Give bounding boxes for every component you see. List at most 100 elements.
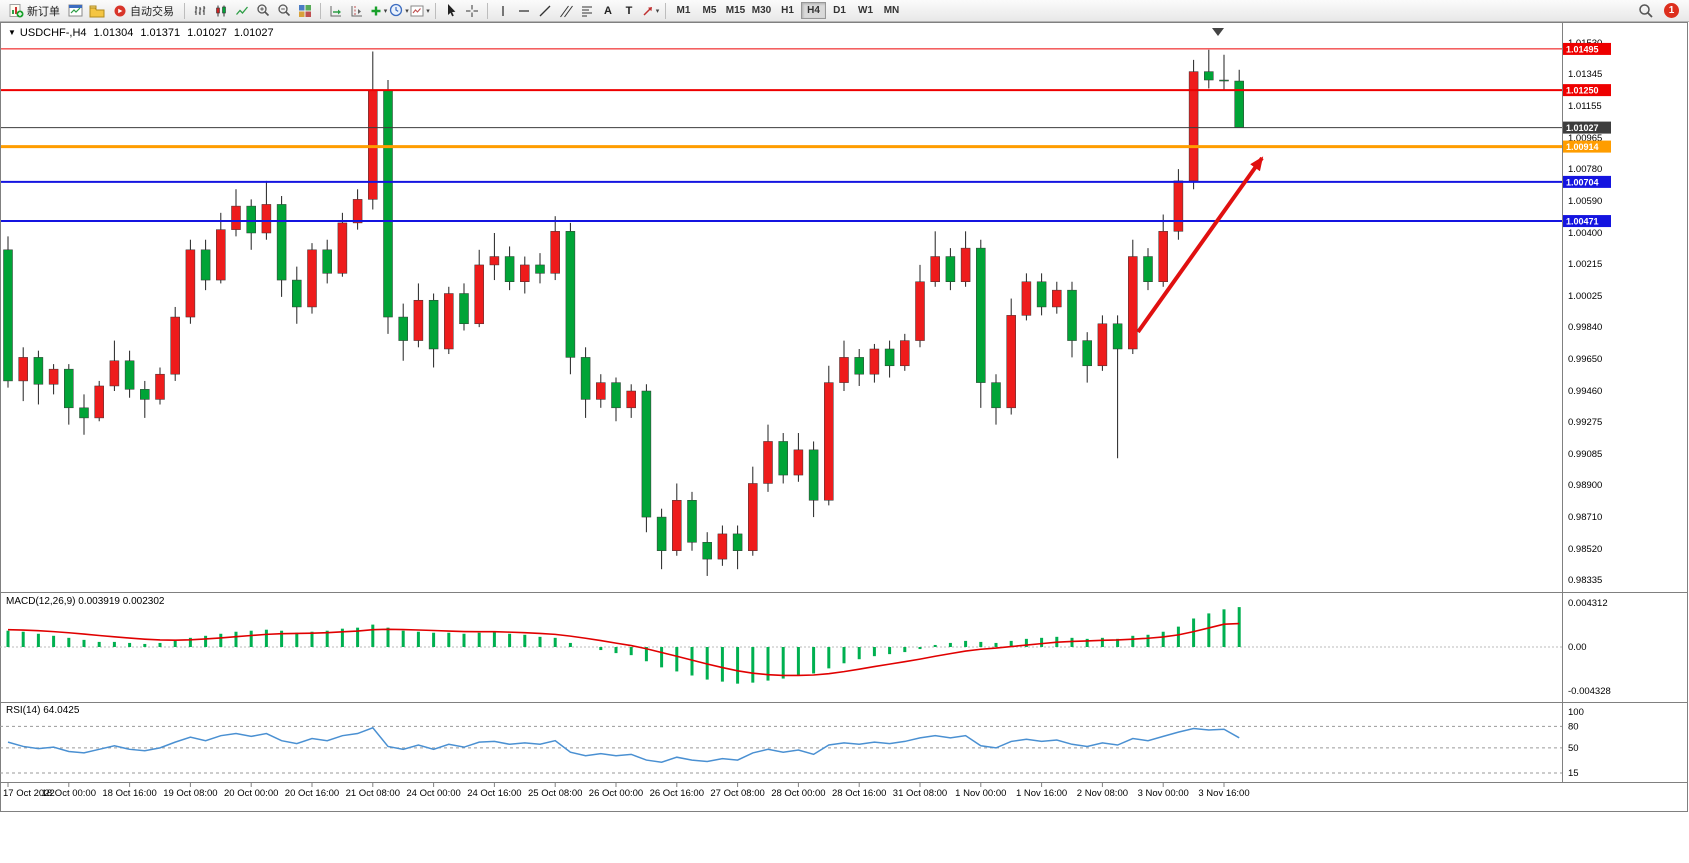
candle <box>216 229 226 281</box>
timeframe-button-d1[interactable]: D1 <box>827 2 852 19</box>
candle <box>808 449 819 501</box>
svg-text:26 Oct 16:00: 26 Oct 16:00 <box>650 788 704 799</box>
svg-text:0.99085: 0.99085 <box>1568 449 1602 460</box>
chart-menu-icon[interactable]: ▼ <box>8 28 16 37</box>
zoom-out-button[interactable] <box>274 1 294 21</box>
crosshair-button[interactable] <box>462 1 482 21</box>
price-badge <box>1563 121 1611 134</box>
svg-text:0.98520: 0.98520 <box>1568 544 1602 555</box>
candle <box>428 299 439 350</box>
svg-text:1.01495: 1.01495 <box>1566 44 1599 54</box>
label-tool-icon: T <box>625 4 633 17</box>
svg-text:1.00704: 1.00704 <box>1566 177 1599 187</box>
profiles-button[interactable] <box>87 1 107 21</box>
new-order-button[interactable]: 新订单 <box>4 1 65 21</box>
svg-text:26 Oct 00:00: 26 Oct 00:00 <box>589 788 643 799</box>
cursor-button[interactable] <box>441 1 461 21</box>
candle <box>155 373 165 400</box>
timeframe-button-h4[interactable]: H4 <box>801 2 826 19</box>
template-button[interactable]: ▾ <box>410 1 430 21</box>
autoscroll-icon <box>330 5 341 16</box>
timeframe-button-w1[interactable]: W1 <box>853 2 878 19</box>
tile-windows-button[interactable] <box>295 1 315 21</box>
add-indicator-icon <box>371 6 381 15</box>
search-button[interactable] <box>1636 1 1656 21</box>
candle <box>398 316 408 341</box>
svg-text:3 Nov 00:00: 3 Nov 00:00 <box>1138 788 1189 799</box>
candle <box>702 542 712 560</box>
trendline-tool[interactable] <box>535 1 555 21</box>
autoscroll-button[interactable] <box>326 1 346 21</box>
open-value: 1.01304 <box>93 27 134 39</box>
trendline-icon <box>539 5 551 16</box>
candle <box>930 256 940 282</box>
autotrading-label: 自动交易 <box>130 5 174 18</box>
candle <box>611 382 621 409</box>
hlines-layer[interactable]: 1.01495 1.01250 1.01027 1.00914 1.00704 1.004… <box>1 42 1611 228</box>
chart-shift-button[interactable] <box>347 1 367 21</box>
panel-borders <box>0 22 1688 812</box>
timeframe-button-m5[interactable]: M5 <box>697 2 722 19</box>
svg-text:1.00025: 1.00025 <box>1568 291 1602 302</box>
candlestick-chart-icon <box>216 5 226 16</box>
channel-tool[interactable] <box>556 1 576 21</box>
label-tool[interactable]: T <box>619 1 639 21</box>
timeframe-button-m30[interactable]: M30 <box>749 2 774 19</box>
svg-text:1.00914: 1.00914 <box>1566 142 1599 152</box>
line-chart-button[interactable] <box>232 1 252 21</box>
crosshair-icon <box>466 4 478 17</box>
zoom-in-button[interactable] <box>253 1 273 21</box>
new-chart-button[interactable] <box>66 1 86 21</box>
candle <box>1082 340 1092 367</box>
chart-shift-marker[interactable] <box>1212 28 1224 36</box>
candle <box>48 368 59 385</box>
svg-text:1.00780: 1.00780 <box>1568 164 1602 175</box>
timeframe-button-mn[interactable]: MN <box>879 2 904 19</box>
candle <box>352 199 363 224</box>
trend-arrow-annotation[interactable] <box>1136 156 1264 334</box>
candle <box>1112 323 1123 350</box>
timeframe-button-m15[interactable]: M15 <box>723 2 748 19</box>
high-value: 1.01371 <box>140 27 181 39</box>
horizontal-line-tool[interactable] <box>514 1 534 21</box>
notification-badge[interactable]: 1 <box>1664 3 1679 18</box>
text-tool[interactable]: A <box>598 1 618 21</box>
candlestick-chart-button[interactable] <box>211 1 231 21</box>
candle <box>489 256 500 266</box>
svg-text:0.98335: 0.98335 <box>1568 575 1602 586</box>
tile-windows-icon <box>299 4 311 17</box>
candle <box>246 205 256 234</box>
svg-text:3 Nov 16:00: 3 Nov 16:00 <box>1198 788 1249 799</box>
low-value: 1.01027 <box>187 27 227 39</box>
timeframe-button-m1[interactable]: M1 <box>671 2 696 19</box>
svg-text:1 Nov 00:00: 1 Nov 00:00 <box>955 788 1006 799</box>
candle <box>444 293 454 350</box>
candle <box>1219 79 1229 82</box>
vertical-line-tool[interactable] <box>493 1 513 21</box>
macd-axis[interactable]: 0.004312 0.00 -0.004328 <box>1568 598 1611 697</box>
add-indicator-button[interactable]: ▾ <box>368 1 388 21</box>
chart-canvas[interactable]: 0.0043120.00-0.0043281008050151.015301.0… <box>0 22 1689 812</box>
candle <box>732 533 743 551</box>
search-icon <box>1639 3 1653 18</box>
candle <box>1006 315 1016 409</box>
clock-icon <box>390 3 403 17</box>
arrows-tool[interactable]: ▾ <box>640 1 660 21</box>
periods-button[interactable]: ▾ <box>389 1 409 21</box>
timeframe-button-h1[interactable]: H1 <box>775 2 800 19</box>
bar-chart-button[interactable] <box>190 1 210 21</box>
rsi-axis[interactable]: 100 80 50 15 <box>1568 707 1584 779</box>
rsi-value: 64.0425 <box>43 705 80 716</box>
autotrading-button[interactable]: 自动交易 <box>108 1 179 21</box>
profiles-icon <box>89 5 105 17</box>
svg-text:0.99650: 0.99650 <box>1568 354 1602 365</box>
svg-text:25 Oct 08:00: 25 Oct 08:00 <box>528 788 582 799</box>
candle <box>1143 256 1153 282</box>
candle <box>1204 71 1214 81</box>
candle <box>33 357 44 385</box>
svg-text:19 Oct 08:00: 19 Oct 08:00 <box>163 788 217 799</box>
svg-text:0.99840: 0.99840 <box>1568 322 1602 333</box>
svg-text:28 Oct 00:00: 28 Oct 00:00 <box>771 788 825 799</box>
fibonacci-tool[interactable] <box>577 1 597 21</box>
